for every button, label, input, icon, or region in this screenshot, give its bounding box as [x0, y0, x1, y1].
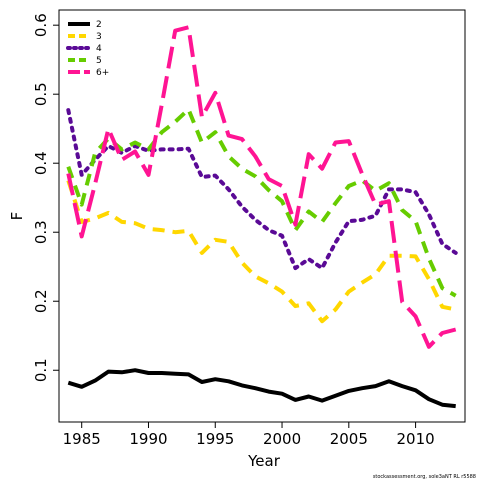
- series-line-2: [67, 368, 456, 409]
- x-tick-label: 1990: [129, 430, 167, 448]
- legend-label: 5: [96, 56, 102, 66]
- source-note: stockassessment.org, sole3aNT RL r5588: [373, 474, 476, 480]
- y-tick-label: 0.5: [32, 82, 50, 106]
- x-tick-label: 2005: [330, 430, 368, 448]
- x-tick-label: 1995: [196, 430, 234, 448]
- legend-label: 3: [96, 32, 102, 42]
- legend-label: 4: [96, 44, 102, 54]
- legend: 2 3 4 5 6+: [66, 20, 109, 78]
- x-tick-label: 2010: [396, 430, 434, 448]
- plot-frame: [58, 9, 466, 423]
- y-tick-label: 0.1: [32, 358, 50, 382]
- series-line-6plus: [66, 25, 457, 349]
- series-line-3: [66, 179, 457, 324]
- x-axis: 1985 1990 1995 2000 2005 2010: [63, 422, 435, 448]
- y-tick-label: 0.3: [32, 220, 50, 244]
- y-tick-label: 0.2: [32, 289, 50, 313]
- x-tick-label: 1985: [63, 430, 101, 448]
- series-layer: [66, 25, 458, 409]
- legend-label: 6+: [96, 68, 109, 78]
- series-line-4: [66, 108, 458, 271]
- y-tick-label: 0.4: [32, 151, 50, 175]
- series-line-5: [66, 107, 457, 298]
- y-axis: 0.1 0.2 0.3 0.4 0.5 0.6: [32, 13, 59, 382]
- x-axis-title: Year: [247, 452, 281, 470]
- x-tick-label: 2000: [263, 430, 301, 448]
- legend-label: 2: [96, 20, 102, 30]
- y-axis-title: F: [8, 212, 26, 221]
- y-tick-label: 0.6: [32, 13, 50, 37]
